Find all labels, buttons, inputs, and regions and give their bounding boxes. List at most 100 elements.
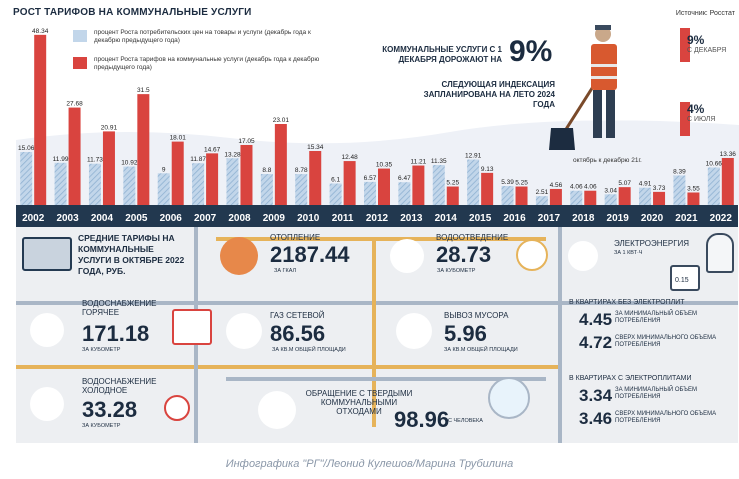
label-cpi-2022: 10.66 <box>706 160 723 167</box>
label-tariff-2009: 23.01 <box>273 117 290 124</box>
label-tariff-2012: 10.35 <box>376 162 393 169</box>
label-tariff-2016: 5.25 <box>515 180 528 187</box>
hot-water-unit: ЗА КУБОМЕТР <box>82 347 121 353</box>
heating-unit: ЗА ГКАЛ <box>274 268 297 274</box>
gas-value: 86.56 <box>270 321 326 346</box>
cold-water-value: 33.28 <box>82 397 138 422</box>
year-axis-band <box>16 205 738 227</box>
label-cpi-2007: 11.87 <box>190 156 206 163</box>
cold-water-drop-icon <box>30 387 64 421</box>
bar-tariff-2011 <box>343 161 356 205</box>
label-tariff-2014: 5.25 <box>446 180 459 187</box>
gas-label: ГАЗ СЕТЕВОЙ <box>270 311 325 320</box>
drainage-value: 28.73 <box>436 242 492 267</box>
bar-tariff-2014 <box>446 186 459 205</box>
source-note: Источник: Росстат <box>675 10 735 17</box>
drainage-unit: ЗА КУБОМЕТР <box>437 268 476 274</box>
label-cpi-2012: 6.57 <box>364 175 377 182</box>
drainage-label: ВОДООТВЕДЕНИЕ <box>436 233 509 242</box>
label-tariff-2002: 48.34 <box>32 28 49 35</box>
bar-cpi-2006 <box>157 173 170 205</box>
no-stoves-label-1: ЗА МИНИМАЛЬНЫЙ ОБЪЕМ ПОТРЕБЛЕНИЯ <box>615 311 698 324</box>
side-value-december: 9% <box>687 33 705 47</box>
toilet-icon <box>390 239 424 273</box>
cold-water-label: ВОДОСНАБЖЕНИЕ ХОЛОДНОЕ <box>82 377 157 395</box>
bar-cpi-2007 <box>192 163 205 205</box>
label-cpi-2006: 9 <box>162 166 166 173</box>
label-tariff-2011: 12.48 <box>341 154 358 161</box>
bar-tariff-2005 <box>137 94 150 205</box>
label-tariff-2018: 4.06 <box>584 184 597 191</box>
stoves-label-2: СВЕРХ МИНИМАЛЬНОГО ОБЪЕМА ПОТРЕБЛЕНИЯ <box>615 411 717 424</box>
bar-cpi-2010 <box>295 174 308 205</box>
bar-cpi-2013 <box>398 182 411 205</box>
waste-unit: С ЧЕЛОВЕКА <box>448 418 483 424</box>
bar-tariff-2013 <box>412 165 425 205</box>
year-label-2018: 2018 <box>572 213 595 224</box>
label-cpi-2019: 3.04 <box>604 187 617 194</box>
year-label-2014: 2014 <box>435 213 458 224</box>
label-tariff-2020: 3.73 <box>653 185 666 192</box>
bar-tariff-2012 <box>378 168 390 205</box>
bar-tariff-2008 <box>240 144 253 205</box>
electricity-label: ЭЛЕКТРОЭНЕРГИЯ <box>614 239 690 248</box>
year-label-2009: 2009 <box>263 213 286 224</box>
heating-label: ОТОПЛЕНИЕ <box>270 233 321 242</box>
heating-icon <box>220 237 258 275</box>
bar-cpi-2018 <box>570 190 583 205</box>
bar-cpi-2009 <box>260 174 273 205</box>
label-tariff-2021: 3.55 <box>687 186 700 193</box>
hot-water-meter-icon <box>172 309 212 345</box>
electricity-unit: ЗА 1 КВТ·Ч <box>614 250 643 256</box>
no-stoves-label-2: СВЕРХ МИНИМАЛЬНОГО ОБЪЕМА ПОТРЕБЛЕНИЯ <box>615 335 717 348</box>
gas-flame-icon <box>226 313 262 349</box>
year-label-2006: 2006 <box>160 213 183 224</box>
year-label-2005: 2005 <box>125 213 148 224</box>
year-label-2020: 2020 <box>641 213 664 224</box>
legend-text-tariff: процент Роста тарифов на коммунальные ус… <box>94 56 320 71</box>
cold-water-valve-icon <box>164 395 190 421</box>
bar-cpi-2017 <box>535 196 548 205</box>
bar-tariff-2002 <box>34 34 47 205</box>
headline-text: КОММУНАЛЬНЫЕ УСЛУГИ С 1 ДЕКАБРЯ ДОРОЖАЮТ… <box>382 45 502 64</box>
label-tariff-2006: 18.01 <box>170 135 187 142</box>
label-cpi-2020: 4.91 <box>639 181 652 188</box>
bar-cpi-2008 <box>226 158 239 205</box>
year-label-2017: 2017 <box>538 213 561 224</box>
garbage-value: 5.96 <box>444 321 487 346</box>
bar-cpi-2019 <box>604 194 617 205</box>
label-cpi-2015: 12.91 <box>465 153 482 160</box>
no-stoves-title: В КВАРТИРАХ БЕЗ ЭЛЕКТРОПЛИТ <box>569 299 685 306</box>
year-label-2019: 2019 <box>607 213 630 224</box>
bar-tariff-2021 <box>687 192 700 205</box>
year-label-2011: 2011 <box>332 213 354 224</box>
bar-cpi-2004 <box>88 163 101 205</box>
bar-tariff-2017 <box>549 188 562 205</box>
lamp-icon <box>706 233 734 273</box>
bar-tariff-2004 <box>102 131 115 205</box>
bar-cpi-2020 <box>639 187 652 205</box>
label-cpi-2005: 10.92 <box>121 160 138 167</box>
bar-tariff-2006 <box>171 141 184 205</box>
bar-tariff-2007 <box>206 153 219 205</box>
year-label-2016: 2016 <box>503 213 526 224</box>
label-cpi-2016: 5.39 <box>501 179 514 186</box>
plug-icon <box>568 241 598 271</box>
label-cpi-2014: 11.35 <box>431 158 447 165</box>
label-tariff-2008: 17.05 <box>238 138 255 145</box>
october-note: октябрь к декабрю 21г. <box>573 157 642 164</box>
trash-bin-icon <box>396 313 432 349</box>
electric-meter-icon: 0.15 <box>670 265 700 291</box>
label-cpi-2021: 8.39 <box>673 168 686 175</box>
bar-tariff-2003 <box>68 107 81 205</box>
gas-unit: ЗА КВ.М ОБЩЕЙ ПЛОЩАДИ <box>272 347 346 353</box>
indexation-note: СЛЕДУЮЩАЯ ИНДЕКСАЦИЯ ЗАПЛАНИРОВАНА НА ЛЕ… <box>423 80 555 109</box>
year-label-2010: 2010 <box>297 213 320 224</box>
tariffs-heading: СРЕДНИЕ ТАРИФЫ НА КОММУНАЛЬНЫЕ УСЛУГИ В … <box>78 233 185 276</box>
bar-tariff-2015 <box>481 172 494 205</box>
bar-tariff-2009 <box>274 124 287 205</box>
hot-water-label: ВОДОСНАБЖЕНИЕ ГОРЯЧЕЕ <box>82 299 157 317</box>
garbage-unit: ЗА КВ.М ОБЩЕЙ ПЛОЩАДИ <box>444 347 518 353</box>
label-tariff-2022: 13.36 <box>720 151 737 158</box>
label-tariff-2007: 14.67 <box>204 146 221 153</box>
